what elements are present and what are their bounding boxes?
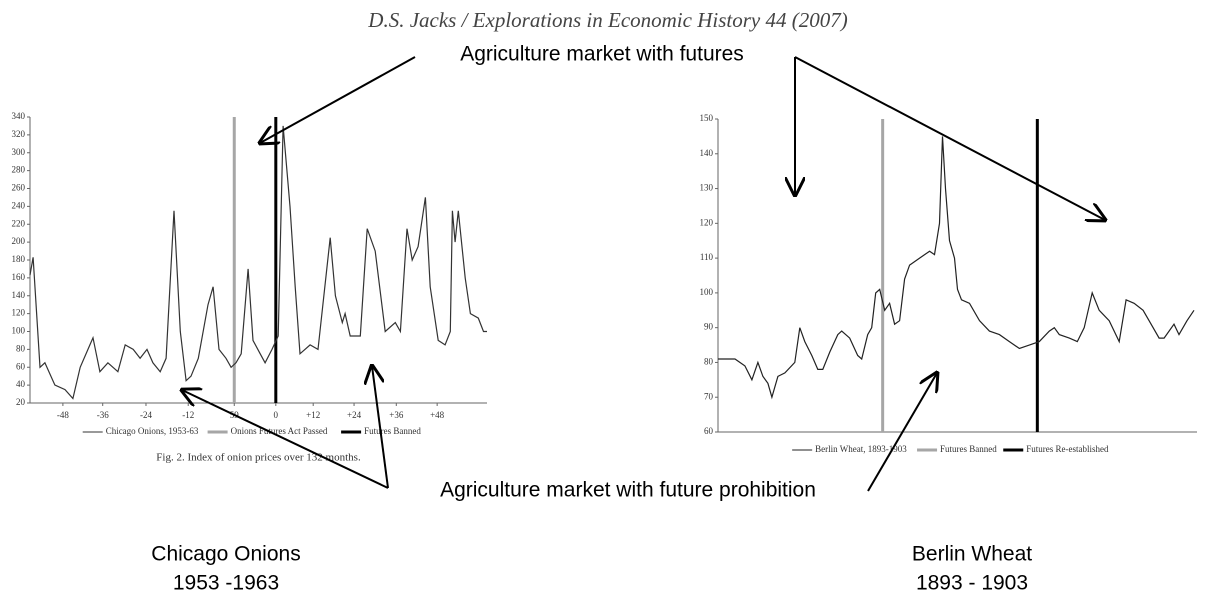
caption-period: 1893 - 1903	[916, 572, 1028, 595]
arrow	[794, 56, 1105, 220]
x-tick-label: -24	[140, 410, 152, 420]
y-tick-label: 70	[704, 391, 714, 401]
caption-period: 1953 -1963	[173, 572, 279, 595]
legend-label: Futures Banned	[940, 444, 997, 454]
arrows	[182, 56, 1105, 492]
charts: 20 40 60 80 100 120 140 160 180 200 220 240 260 280 30…	[12, 111, 1197, 464]
legend-label: Futures Re-established	[1026, 444, 1109, 454]
y-tick-label: 160	[12, 272, 26, 282]
x-tick-label: -12	[182, 410, 194, 420]
y-tick-label: 260	[12, 183, 26, 193]
y-tick-label: 60	[704, 426, 714, 436]
x-tick-label: 0	[274, 410, 279, 420]
x-tick-label: +36	[389, 410, 404, 420]
y-tick-label: 240	[12, 200, 26, 210]
arrow	[372, 366, 389, 489]
x-tick-label: +12	[306, 410, 320, 420]
y-tick-label: 100	[12, 326, 26, 336]
annotation: Agriculture market with futures	[460, 43, 744, 66]
x-tick-label: +24	[347, 410, 362, 420]
arrow	[260, 56, 416, 143]
y-tick-label: 80	[16, 343, 26, 353]
caption-title: Berlin Wheat	[912, 543, 1032, 566]
arrow	[182, 390, 389, 489]
y-tick-label: 100	[700, 287, 714, 297]
y-tick-label: 120	[12, 308, 26, 318]
price-line	[29, 125, 487, 400]
header: D.S. Jacks / Explorations in Economic Hi…	[367, 8, 847, 32]
x-tick-label: -48	[57, 410, 69, 420]
x-tick-label: +48	[430, 410, 445, 420]
figure-caption: Fig. 2. Index of onion prices over 132 m…	[156, 452, 361, 464]
caption-title: Chicago Onions	[151, 543, 300, 566]
y-tick-label: 80	[704, 357, 714, 367]
annotation: Agriculture market with future prohibiti…	[440, 479, 816, 502]
legend-label: Futures Banned	[364, 426, 421, 436]
legend-label: Berlin Wheat, 1893-1903	[815, 444, 907, 454]
y-tick-label: 40	[16, 379, 26, 389]
y-tick-label: 130	[700, 183, 714, 193]
y-tick-label: 20	[16, 397, 26, 407]
y-tick-label: 140	[12, 290, 26, 300]
arrow	[867, 373, 937, 492]
y-tick-label: 320	[12, 129, 26, 139]
y-tick-label: 300	[12, 147, 26, 157]
y-tick-label: 220	[12, 218, 26, 228]
y-tick-label: 90	[704, 322, 714, 332]
x-tick-label: -36	[97, 410, 109, 420]
y-tick-label: 180	[12, 254, 26, 264]
y-tick-label: 200	[12, 236, 26, 246]
y-tick-label: 120	[700, 217, 714, 227]
legend-label: Onions Futures Act Passed	[231, 426, 328, 436]
y-tick-label: 280	[12, 165, 26, 175]
y-tick-label: 60	[16, 361, 26, 371]
legend-label: Chicago Onions, 1953-63	[106, 426, 199, 436]
y-tick-label: 110	[700, 252, 714, 262]
y-tick-label: 140	[700, 148, 714, 158]
price-line	[718, 136, 1195, 400]
y-tick-label: 340	[12, 111, 26, 121]
y-tick-label: 150	[700, 113, 714, 123]
